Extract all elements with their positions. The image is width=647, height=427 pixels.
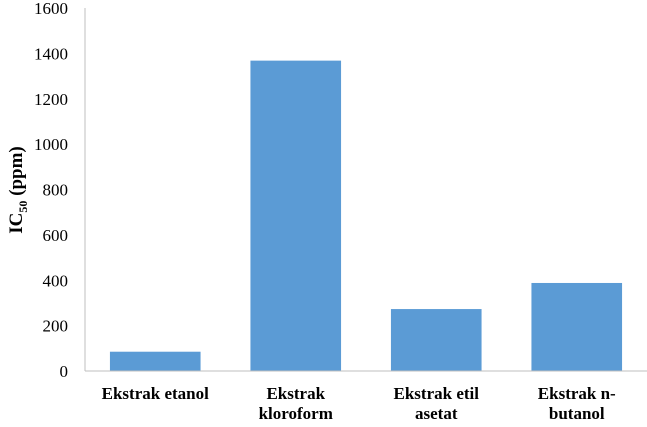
y-tick-label: 0 — [60, 362, 69, 381]
y-tick-label: 1600 — [34, 0, 68, 18]
bar — [531, 282, 623, 371]
bar — [250, 60, 342, 371]
y-tick-label: 200 — [43, 317, 69, 336]
x-category-label: Ekstrak kloroform — [259, 384, 333, 423]
y-axis-label-unit: (ppm) — [6, 146, 27, 200]
x-category-label: Ekstrak etanol — [102, 384, 209, 403]
y-axis-label-main: IC — [6, 213, 27, 234]
bar — [109, 351, 201, 371]
y-axis-label: IC50 (ppm) — [6, 146, 30, 234]
y-tick-label: 600 — [43, 226, 69, 245]
x-category-label: Ekstrak etil asetat — [394, 384, 480, 423]
y-axis-label-subscript: 50 — [16, 201, 30, 213]
y-tick-label: 1000 — [34, 135, 68, 154]
y-tick-label: 800 — [43, 181, 69, 200]
x-category-label: Ekstrak n-butanol — [538, 384, 616, 423]
y-tick-label: 1200 — [34, 90, 68, 109]
y-tick-label: 400 — [43, 271, 69, 290]
bar — [390, 309, 482, 371]
x-category-labels: Ekstrak etanol Ekstrak kloroform Ekstrak et… — [102, 384, 616, 423]
svg-text:IC50 (ppm): IC50 (ppm) — [6, 146, 30, 234]
bars — [109, 60, 623, 371]
y-tick-label: 1400 — [34, 44, 68, 63]
y-tick-labels: 0 200 400 600 800 1000 1200 1400 1600 — [34, 0, 68, 381]
